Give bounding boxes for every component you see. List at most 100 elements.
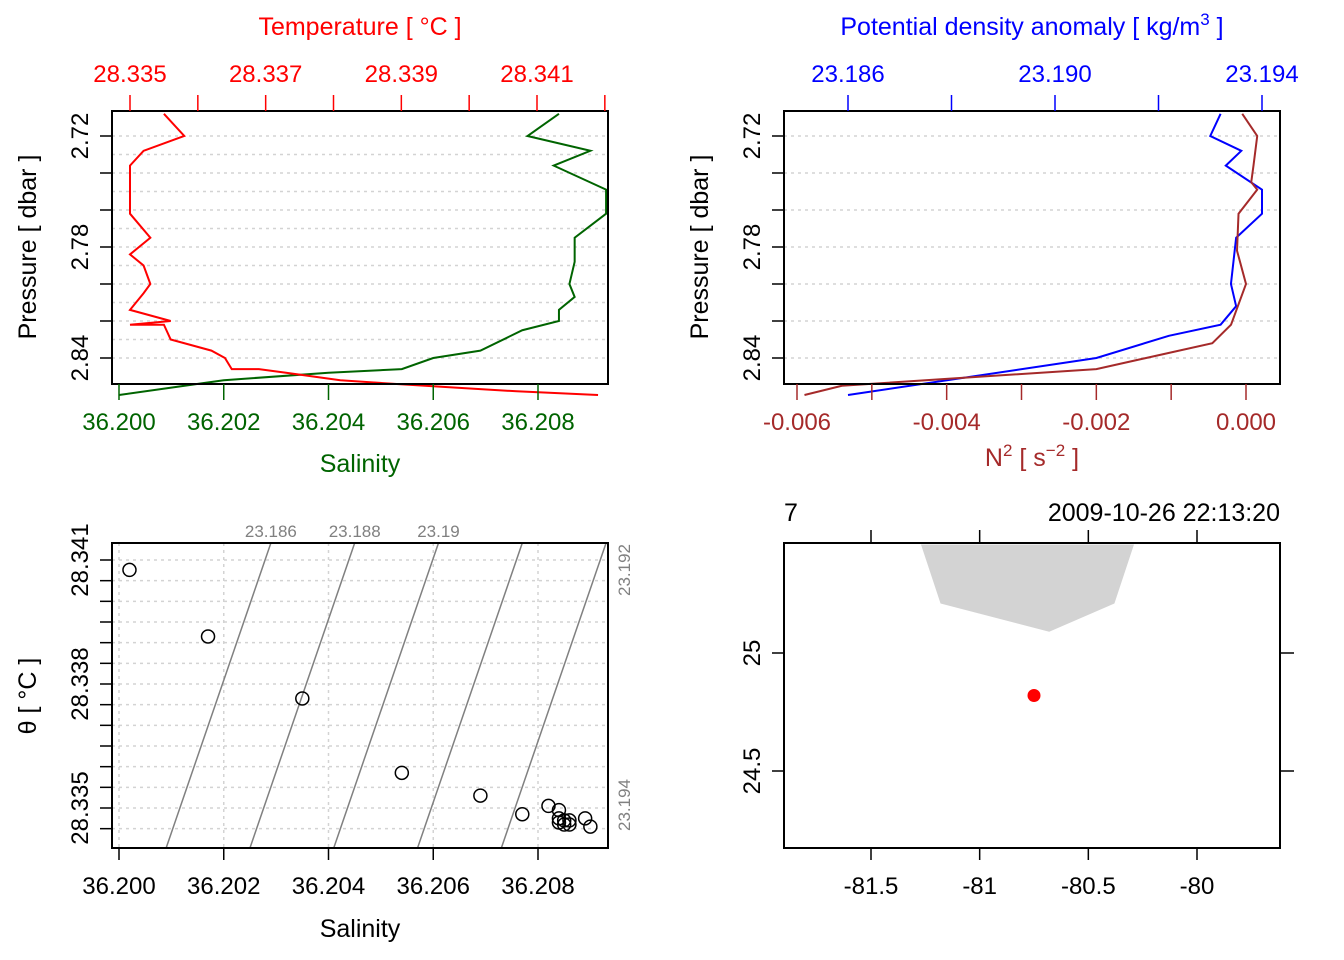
p3-isopycnal-label: 23.194: [615, 779, 634, 831]
p1-salinity-line: [118, 112, 608, 396]
p2-top-tick-label: 23.186: [811, 61, 884, 88]
p2-bottom-axis-title: N2 [ s−2 ]: [985, 441, 1079, 472]
p3-bottom-axis: 36.200 36.202 36.204 36.206 36.208: [82, 848, 575, 900]
p3-isopycnals: [165, 543, 607, 848]
p3-isopycnal-label: 23.188: [329, 522, 381, 541]
p1-top-tick-label: 28.337: [229, 61, 302, 88]
p1-top-tick-label: 28.335: [93, 61, 166, 88]
p2-bottom-tick-label: -0.002: [1062, 409, 1130, 436]
p3-isopycnal-line: [165, 543, 272, 848]
p3-data-point: [541, 798, 556, 814]
p2-left-tick-label: 2.78: [739, 224, 766, 271]
panel-temperature-salinity-profile: 28.335 28.337 28.339 28.341 36.200 36.202 36.…: [14, 13, 609, 478]
p4-station-time: 2009-10-26 22:13:20: [1048, 499, 1280, 527]
p1-bottom-tick-label: 36.208: [501, 409, 574, 436]
p1-y-axis-title: Pressure [ dbar ]: [14, 155, 42, 340]
p2-bottom-tick-label: -0.006: [763, 409, 831, 436]
p4-left-axis: 24.5 25: [739, 640, 784, 795]
p3-bottom-tick-label: 36.200: [82, 873, 155, 900]
p3-isopycnal-label: 23.19: [417, 522, 460, 541]
p3-data-point: [556, 817, 572, 832]
p3-gridlines: [112, 543, 608, 848]
p2-bottom-axis: -0.006 -0.004 -0.002 0.000: [763, 384, 1276, 436]
panel-station-map: -81.5 -81 -80.5 -80 24.5 25 7 2009-10-26 22:…: [739, 499, 1294, 900]
p2-left-tick-label: 2.84: [739, 335, 766, 382]
p2-top-axis-title: Potential density anomaly [ kg/m3 ]: [840, 10, 1223, 41]
p2-left-axis: 2.72 2.78 2.84: [739, 113, 784, 382]
p3-data-point: [200, 629, 216, 644]
p3-bottom-tick-label: 36.204: [292, 873, 365, 900]
p4-station: [1027, 688, 1041, 702]
p3-isopycnal-line: [249, 543, 356, 848]
p1-bottom-tick-label: 36.202: [187, 409, 260, 436]
p3-left-tick-label: 28.338: [67, 647, 94, 720]
p2-left-tick-label: 2.72: [739, 113, 766, 160]
p3-data-point: [122, 562, 137, 578]
p3-isopycnal-line: [416, 543, 523, 848]
p3-points: [122, 562, 598, 834]
p1-left-axis: 2.72 2.78 2.84: [67, 113, 112, 382]
p3-left-tick-label: 28.341: [67, 523, 94, 596]
p2-top-axis: 23.186 23.190 23.194: [811, 61, 1299, 111]
p3-isopycnal-line: [500, 543, 607, 848]
p4-bottom-axis: -81.5 -81 -80.5 -80: [844, 848, 1214, 900]
p1-gridlines: [112, 135, 608, 359]
p1-bottom-axis-title: Salinity: [320, 450, 401, 478]
p4-land-polygon: [920, 544, 1134, 632]
p2-density-line: [847, 113, 1263, 396]
p2-bottom-tick-label: 0.000: [1216, 409, 1276, 436]
p2-top-tick-label: 23.194: [1225, 61, 1298, 88]
p3-isopycnal-line: [333, 543, 440, 848]
p1-bottom-tick-label: 36.206: [397, 409, 470, 436]
p3-y-axis-title: θ [ °C ]: [14, 658, 42, 735]
p3-isopycnal-labels: 23.186 23.188 23.19 23.192 23.194: [245, 522, 634, 831]
p3-isopycnal-label: 23.186: [245, 522, 297, 541]
p1-top-tick-label: 28.341: [500, 61, 573, 88]
p4-top-axis: [870, 530, 1198, 543]
p3-data-point: [562, 817, 577, 832]
p3-data-point: [295, 691, 310, 706]
p1-left-tick-label: 2.72: [67, 113, 94, 160]
p1-top-tick-label: 28.339: [365, 61, 438, 88]
p4-right-axis: [1280, 652, 1294, 772]
p1-left-tick-label: 2.84: [67, 335, 94, 382]
p1-left-tick-label: 2.78: [67, 224, 94, 271]
p3-bottom-tick-label: 36.208: [501, 873, 574, 900]
p4-bottom-tick-label: -81: [962, 873, 997, 900]
p2-y-axis-title: Pressure [ dbar ]: [686, 155, 714, 340]
p1-top-axis: 28.335 28.337 28.339 28.341: [93, 61, 606, 111]
p3-bottom-tick-label: 36.202: [187, 873, 260, 900]
p4-bottom-tick-label: -81.5: [844, 873, 899, 900]
p3-data-point: [577, 811, 593, 826]
p3-left-axis: 28.335 28.338 28.341: [67, 523, 112, 845]
panel-density-n2-profile: 23.186 23.190 23.194 -0.006 -0.004 -0.002 0.0…: [686, 10, 1299, 472]
p3-isopycnal-label: 23.192: [615, 544, 634, 596]
p4-frame: [783, 542, 1281, 849]
p3-bottom-tick-label: 36.206: [397, 873, 470, 900]
p2-top-tick-label: 23.190: [1018, 61, 1091, 88]
p1-bottom-tick-label: 36.200: [82, 409, 155, 436]
p4-bottom-tick-label: -80.5: [1061, 873, 1116, 900]
p3-data-point: [515, 806, 530, 822]
p4-left-tick-label: 25: [739, 640, 766, 667]
p2-gridlines: [784, 135, 1280, 359]
p1-bottom-axis: 36.200 36.202 36.204 36.206 36.208: [82, 384, 575, 436]
p3-left-tick-label: 28.335: [67, 771, 94, 844]
p2-bottom-tick-label: -0.004: [913, 409, 981, 436]
p4-left-tick-label: 24.5: [739, 748, 766, 795]
p3-data-point: [562, 813, 577, 828]
p2-series: [804, 113, 1263, 396]
p4-station-marker: [1027, 688, 1041, 702]
p3-data-point: [473, 788, 488, 803]
p4-station-id: 7: [784, 499, 798, 527]
p2-n2-line: [804, 113, 1259, 396]
p1-temperature-line: [128, 113, 599, 396]
p3-data-point: [583, 819, 598, 834]
p1-top-axis-title: Temperature [ °C ]: [258, 13, 461, 41]
p4-land: [920, 544, 1134, 632]
p3-x-axis-title: Salinity: [320, 915, 401, 943]
p1-bottom-tick-label: 36.204: [292, 409, 365, 436]
p1-series: [118, 112, 608, 396]
